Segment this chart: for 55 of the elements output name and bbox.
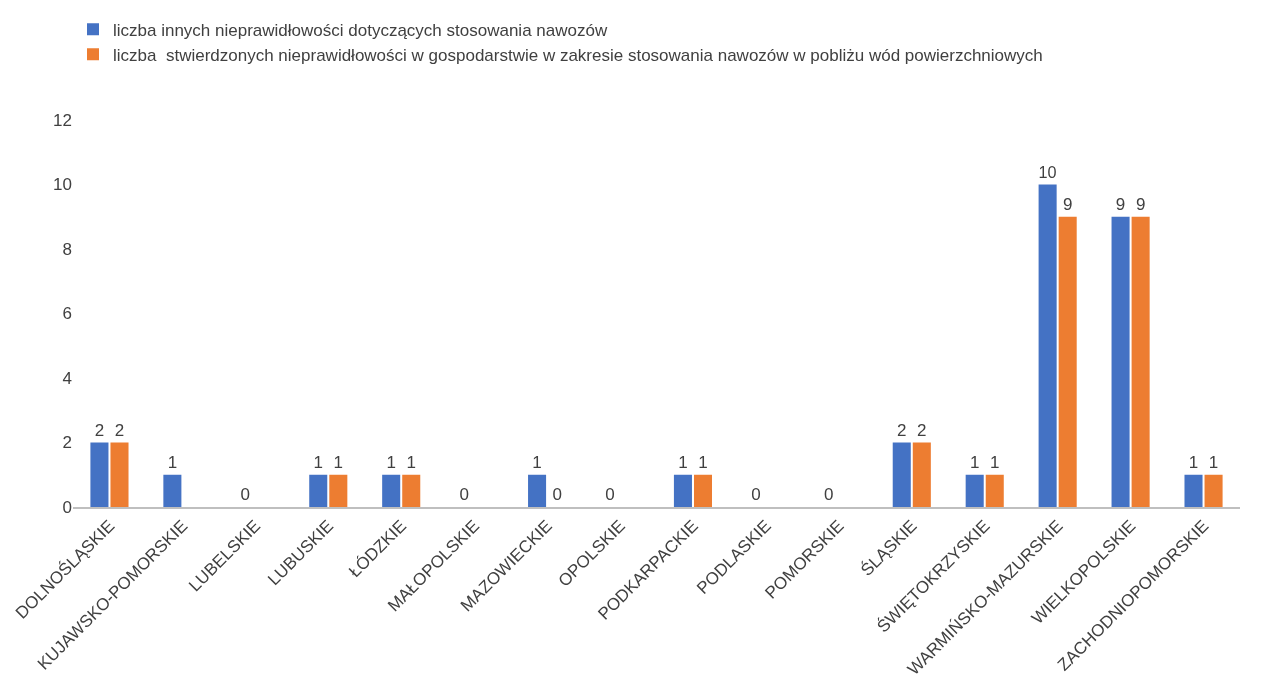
data-label: 0 — [459, 485, 469, 504]
data-label: 9 — [1115, 194, 1126, 214]
bar — [90, 442, 109, 507]
bar — [1038, 184, 1057, 507]
bar — [163, 474, 182, 507]
y-tick-label: 6 — [62, 304, 72, 324]
data-label: 9 — [1062, 194, 1073, 214]
y-tick-label: 10 — [53, 175, 72, 195]
bar — [1204, 474, 1223, 507]
data-label: 2 — [897, 420, 907, 440]
data-label: 9 — [1135, 194, 1146, 214]
data-label: 2 — [94, 420, 105, 440]
y-tick-label: 0 — [62, 497, 72, 517]
data-label: 0 — [751, 485, 761, 504]
data-label: 1 — [1208, 452, 1219, 472]
legend-label: liczba stwierdzonych nieprawidłowości w gospodarstwie w zakresie stosowania nawozów w pobliżu wód powierzchniowych — [113, 45, 1043, 65]
data-label: 1 — [990, 452, 1000, 472]
bar — [329, 474, 348, 507]
data-label: 2 — [917, 420, 927, 440]
data-label: 1 — [313, 452, 323, 472]
bar — [528, 474, 547, 507]
y-tick-label: 4 — [62, 368, 72, 388]
data-label: 1 — [969, 452, 980, 472]
bar — [402, 474, 421, 507]
data-label: 1 — [698, 452, 708, 472]
data-label: 2 — [114, 420, 125, 440]
data-label: 1 — [333, 452, 344, 472]
bar — [965, 474, 984, 507]
bar — [1131, 216, 1150, 507]
data-label: 1 — [386, 452, 396, 472]
bar — [985, 474, 1004, 507]
data-label: 0 — [605, 485, 615, 504]
bar — [673, 474, 692, 507]
bar — [110, 442, 129, 507]
data-label: 1 — [678, 452, 688, 472]
data-label: 0 — [552, 485, 562, 504]
bar — [382, 474, 401, 507]
bar — [693, 474, 713, 507]
bar — [912, 442, 931, 507]
data-label: 0 — [240, 485, 251, 504]
data-label: 0 — [824, 485, 834, 504]
y-tick-label: 2 — [62, 433, 72, 453]
data-label: 1 — [532, 452, 542, 472]
bar — [1111, 216, 1130, 507]
data-label: 1 — [1188, 452, 1199, 472]
y-tick-label: 8 — [62, 239, 72, 259]
bar — [892, 442, 911, 507]
bar — [309, 474, 328, 507]
legend-label: liczba innych nieprawidłowości dotyczących stosowania nawozów — [113, 20, 608, 40]
data-label: 1 — [167, 452, 178, 472]
data-label: 10 — [1038, 162, 1057, 181]
y-tick-label: 12 — [53, 110, 72, 130]
data-label: 1 — [406, 452, 416, 472]
bar — [1184, 474, 1203, 507]
bar — [1058, 216, 1077, 507]
